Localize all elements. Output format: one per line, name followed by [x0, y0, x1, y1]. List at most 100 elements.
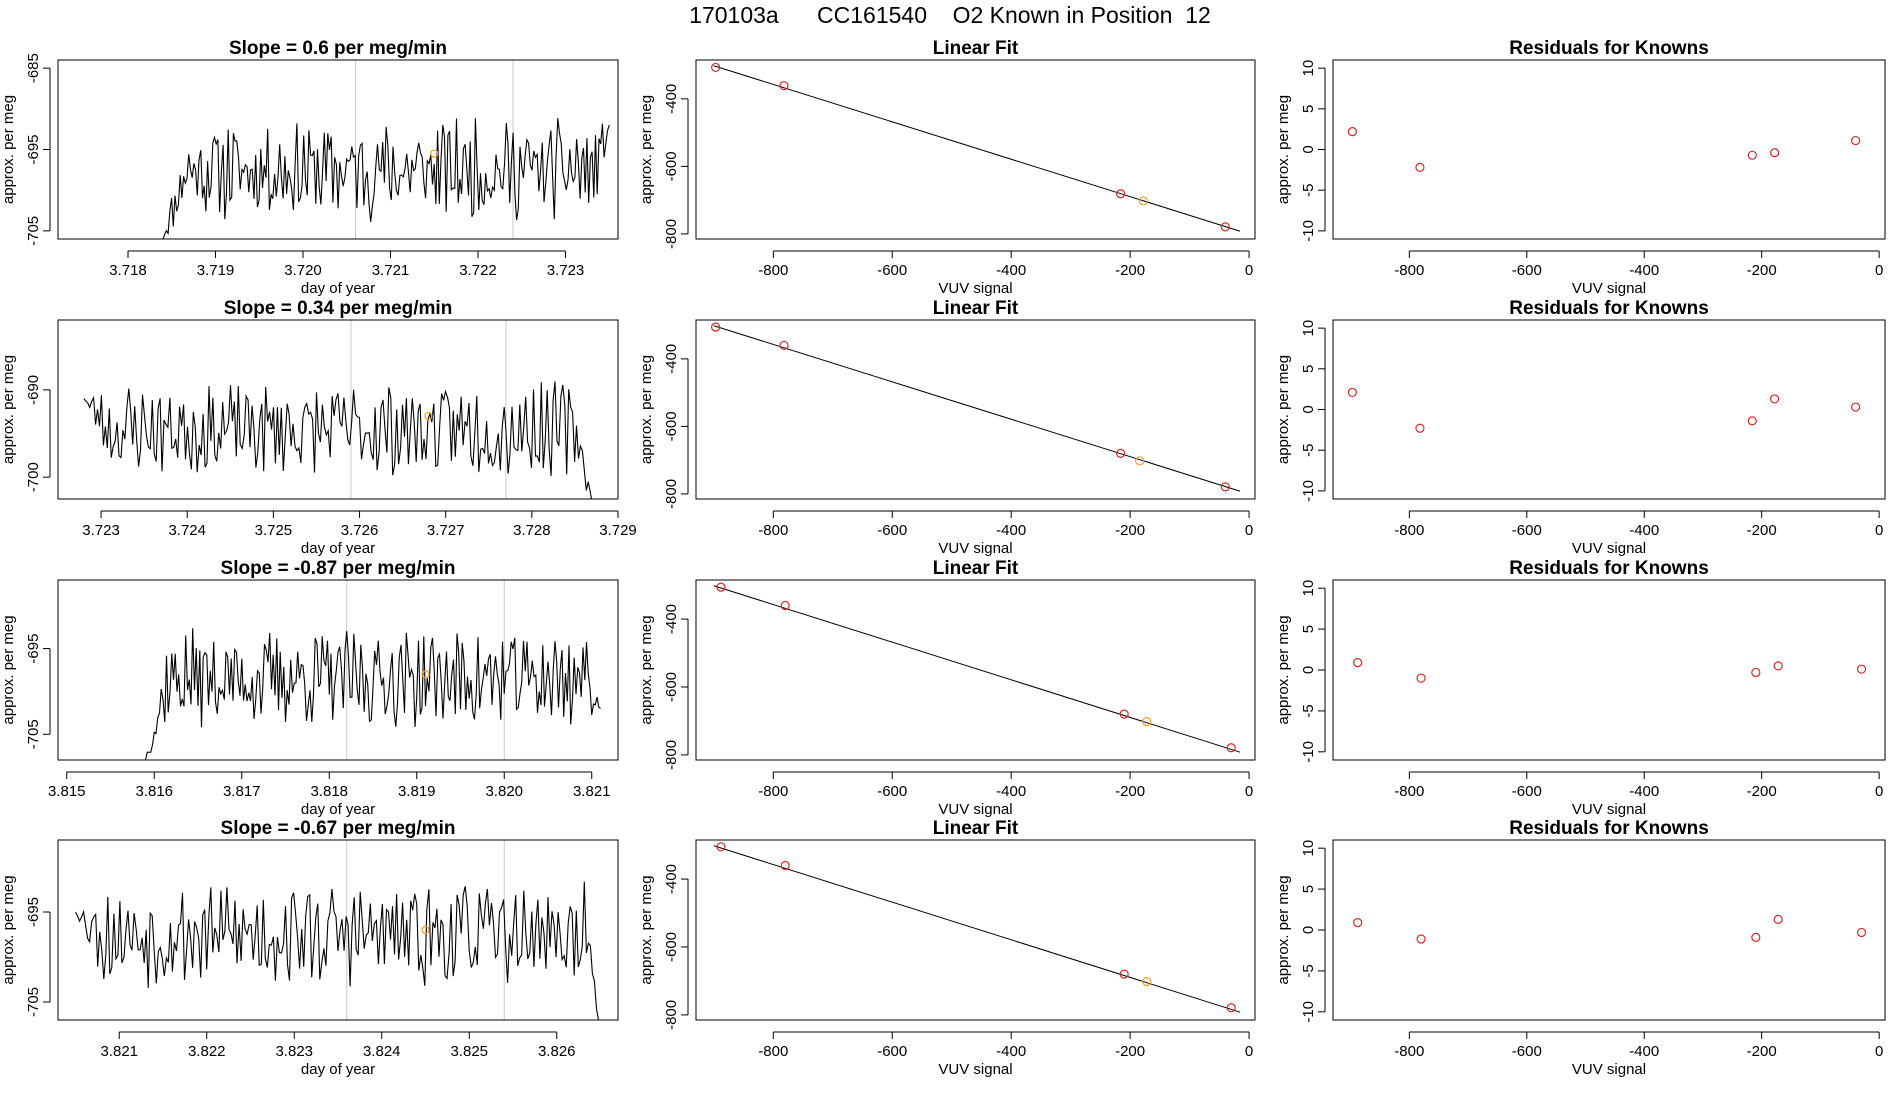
x-tick-label: 3.728: [513, 522, 551, 539]
y-axis-label: approx. per meg: [638, 615, 655, 724]
panel-title: Residuals for Knowns: [1509, 818, 1709, 839]
y-tick-label: 5: [1300, 365, 1317, 373]
x-tick-label: 3.725: [255, 522, 293, 539]
data-point: [1138, 196, 1148, 206]
x-axis-label: day of year: [301, 280, 375, 297]
x-axis-label: VUV signal: [938, 801, 1012, 818]
panel-title: Residuals for Knowns: [1509, 298, 1709, 319]
data-point: [1347, 127, 1357, 137]
highlight-point: [430, 149, 439, 158]
data-point: [1220, 482, 1230, 492]
x-tick-label: 3.824: [363, 1043, 401, 1060]
y-axis-label: approx. per meg: [0, 875, 17, 984]
x-tick-label: -200: [1115, 783, 1145, 800]
data-point: [1751, 667, 1761, 678]
plot-frame: [1332, 839, 1886, 1021]
y-tick-label: -600: [663, 151, 680, 181]
y-axis-label: approx. per meg: [638, 875, 655, 984]
x-axis-label: VUV signal: [938, 280, 1012, 297]
x-tick-label: 3.826: [538, 1043, 576, 1060]
data-point: [1135, 456, 1145, 466]
y-axis-label: approx. per meg: [0, 355, 17, 464]
plot-frame: [57, 579, 619, 761]
x-tick-label: -200: [1747, 1043, 1777, 1060]
x-tick-label: 3.722: [459, 262, 497, 279]
data-point: [716, 582, 726, 592]
panel-1-2: Residuals for Knowns -800 -600 -400 -200 0 VUV…: [1275, 298, 1886, 557]
y-tick-label: -705: [25, 216, 42, 246]
plot-frame: [695, 59, 1256, 240]
x-tick-label: 3.819: [398, 783, 436, 800]
x-tick-label: 0: [1875, 1043, 1883, 1060]
highlight-point: [424, 411, 433, 421]
x-tick-label: -400: [1629, 522, 1659, 539]
fit-line: [713, 325, 1241, 492]
plot-area: [75, 840, 600, 1020]
x-axis-label: day of year: [301, 540, 375, 557]
x-axis-label: VUV signal: [1572, 1061, 1646, 1078]
x-axis-label: VUV signal: [938, 540, 1012, 557]
plot-frame: [1332, 319, 1886, 500]
x-axis-label: VUV signal: [938, 1061, 1012, 1078]
plot-frame: [57, 59, 619, 240]
panel-title: Slope = -0.67 per meg/min: [221, 818, 456, 839]
plot-frame: [695, 579, 1256, 761]
plot-frame: [695, 319, 1256, 500]
x-tick-label: -600: [877, 522, 907, 539]
plot-area: [1347, 387, 1861, 433]
data-point: [1415, 162, 1425, 172]
plot-area: [144, 580, 601, 760]
data-point: [1747, 150, 1757, 160]
panel-title: Linear Fit: [933, 818, 1019, 839]
x-tick-label: -600: [1512, 262, 1542, 279]
x-tick-label: -600: [1512, 522, 1542, 539]
plot-frame: [695, 839, 1256, 1021]
y-tick-label: -705: [25, 987, 42, 1017]
x-axis-label: VUV signal: [1572, 801, 1646, 818]
panel-2-2: Residuals for Knowns -800 -600 -400 -200 0 VUV…: [1275, 558, 1886, 818]
plot-area: [1353, 658, 1867, 683]
y-tick-label: -600: [663, 672, 680, 702]
x-tick-label: 3.821: [100, 1043, 138, 1060]
x-tick-label: -400: [996, 1043, 1026, 1060]
data-point: [1769, 148, 1780, 158]
data-point: [1353, 658, 1363, 668]
data-point: [1851, 402, 1861, 412]
x-tick-label: -400: [996, 783, 1026, 800]
y-tick-label: -5: [1300, 704, 1317, 717]
data-point: [1226, 1003, 1236, 1013]
x-tick-label: 3.726: [341, 522, 379, 539]
x-axis-label: VUV signal: [1572, 280, 1646, 297]
y-tick-label: -700: [25, 462, 42, 492]
x-tick-label: -800: [1394, 1043, 1424, 1060]
data-point: [1773, 914, 1783, 924]
plot-area: [1347, 127, 1861, 172]
y-axis-label: approx. per meg: [638, 95, 655, 204]
x-tick-label: 3.723: [82, 522, 120, 539]
panel-title: Residuals for Knowns: [1509, 558, 1709, 579]
y-axis-label: approx. per meg: [1275, 875, 1292, 984]
x-tick-label: -400: [1629, 783, 1659, 800]
panel-title: Slope = 0.34 per meg/min: [224, 298, 453, 319]
data-point: [711, 322, 721, 332]
x-tick-label: -800: [758, 522, 788, 539]
y-tick-label: 5: [1300, 105, 1317, 113]
data-point: [716, 842, 726, 852]
x-tick-label: -200: [1747, 783, 1777, 800]
x-tick-label: -600: [877, 262, 907, 279]
x-tick-label: -800: [1394, 262, 1424, 279]
y-tick-label: -400: [663, 84, 680, 114]
x-tick-label: 0: [1875, 783, 1883, 800]
panel-title: Linear Fit: [933, 558, 1019, 579]
y-axis-label: approx. per meg: [1275, 95, 1292, 204]
plot-area: [162, 60, 610, 239]
data-point: [1116, 189, 1126, 199]
y-axis-label: approx. per meg: [1275, 355, 1292, 464]
x-tick-label: -200: [1747, 262, 1777, 279]
y-tick-label: -800: [663, 219, 680, 249]
y-tick-label: 10: [1300, 840, 1317, 857]
plot-area: [711, 62, 1241, 232]
x-tick-label: -400: [996, 262, 1026, 279]
x-tick-label: -200: [1747, 522, 1777, 539]
data-point: [1353, 918, 1363, 928]
